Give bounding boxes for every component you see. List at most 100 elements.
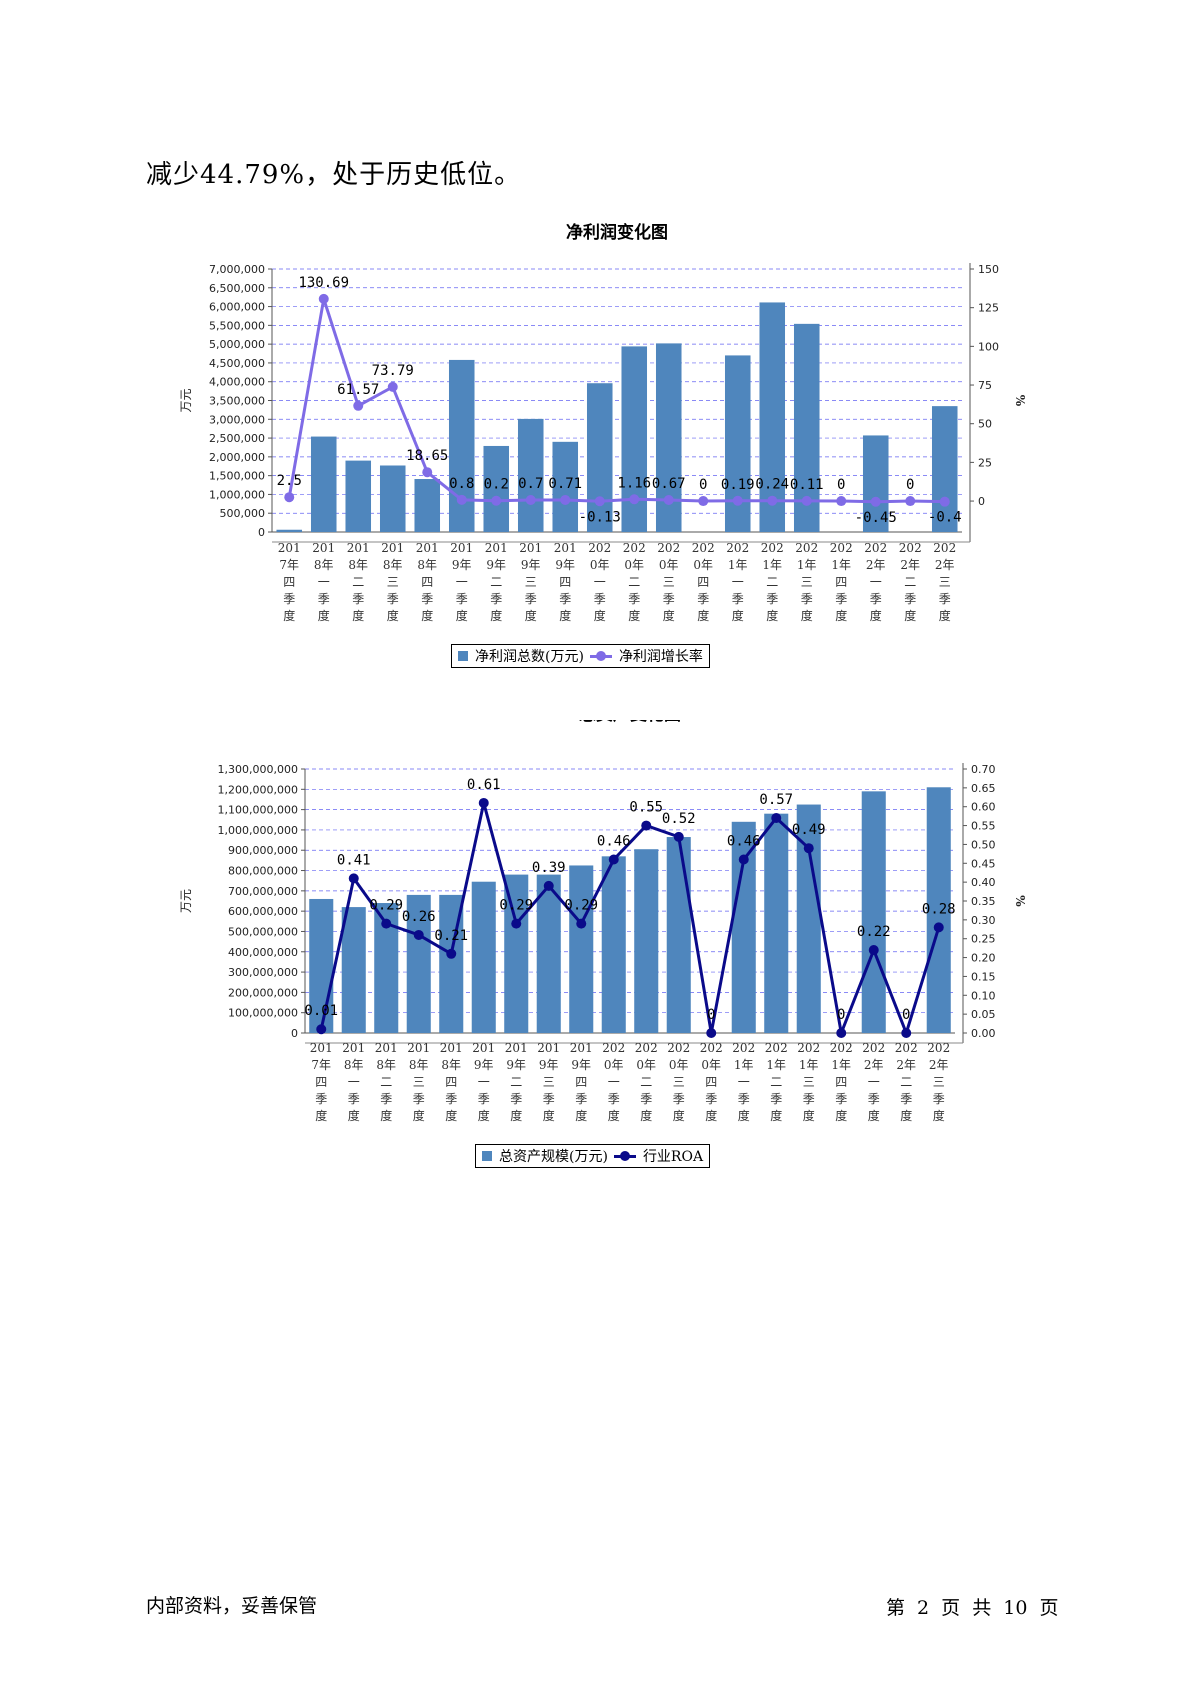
x-tick-label-line: 1年: [728, 558, 748, 572]
y-tick-label: 6,000,000: [209, 301, 265, 314]
x-tick-label-line: 0年: [669, 1058, 689, 1072]
x-tick-label-line: 三: [803, 1075, 815, 1089]
line-point: [836, 1028, 847, 1038]
y-tick-label: 2,500,000: [209, 432, 265, 445]
line-point: [381, 918, 392, 929]
data-label: 0.71: [548, 476, 582, 492]
y-tick-label: 4,000,000: [209, 376, 265, 389]
x-tick-label-line: 季: [525, 592, 537, 606]
x-tick-label-line: 四: [283, 575, 295, 589]
y2-tick-label: 0.70: [971, 763, 996, 776]
x-tick-label-line: 四: [445, 1075, 457, 1089]
x-tick-label-line: 季: [380, 1092, 392, 1106]
x-tick-label: 202 0年四季度: [692, 541, 715, 623]
x-tick-label-line: 度: [594, 608, 606, 623]
x-tick-label-line: 8年: [417, 558, 437, 572]
line-point: [933, 922, 944, 933]
x-tick-label-line: 度: [525, 608, 537, 623]
y2-tick-label: 0.45: [971, 857, 996, 870]
x-tick-label-line: 0年: [624, 558, 644, 572]
line-point: [284, 492, 295, 503]
x-tick-label-line: 季: [801, 592, 813, 606]
line-point: [663, 495, 674, 506]
x-tick-label-line: 二: [900, 1075, 912, 1089]
x-tick-label-line: 2年: [864, 1058, 884, 1072]
x-tick-label-line: 一: [594, 575, 606, 589]
x-tick-label-line: 季: [456, 592, 468, 606]
x-tick-label-line: 201: [347, 541, 370, 555]
x-tick-label-line: 二: [628, 575, 640, 589]
x-tick-label-line: 季: [732, 592, 744, 606]
x-tick-label-line: 9年: [486, 558, 506, 572]
x-tick-label-line: 一: [608, 1075, 620, 1089]
data-label: 0.41: [337, 852, 371, 868]
x-tick-label-line: 202: [732, 1041, 755, 1055]
x-tick-label: 202 1年一季度: [732, 1041, 755, 1123]
x-tick-label-line: 202: [657, 541, 680, 555]
y-tick-label: 5,500,000: [209, 319, 265, 332]
line-point: [478, 797, 489, 808]
x-tick-label-line: 二: [490, 575, 502, 589]
x-tick-label: 202 1年四季度: [830, 1041, 853, 1123]
line-point: [353, 400, 364, 411]
x-tick-label-line: 四: [697, 575, 709, 589]
x-tick-label-line: 季: [705, 1092, 717, 1106]
y-tick-label: 800,000,000: [228, 865, 298, 878]
x-tick-label-line: 8年: [344, 1058, 364, 1072]
x-tick-label-line: 季: [575, 1092, 587, 1106]
x-tick-label-line: 202: [899, 541, 922, 555]
x-tick-label-line: 9年: [555, 558, 575, 572]
y2-tick-label: 0.10: [971, 989, 996, 1002]
y-tick-label: 7,000,000: [209, 263, 265, 276]
data-label: -0.4: [928, 510, 962, 526]
x-tick-label-line: 202: [933, 541, 956, 555]
bar: [414, 479, 441, 532]
x-tick-label-line: 季: [421, 592, 433, 606]
y-tick-label: 500,000: [220, 507, 266, 520]
line-point: [771, 813, 782, 824]
x-tick-label-line: 季: [939, 592, 951, 606]
x-tick-label-line: 度: [939, 608, 951, 623]
x-tick-label-line: 度: [456, 608, 468, 623]
y-tick-label: 300,000,000: [228, 966, 298, 979]
data-label: -0.45: [855, 510, 897, 526]
bar: [341, 907, 366, 1033]
x-tick-label-line: 季: [770, 1092, 782, 1106]
x-tick-label: 202 1年一季度: [726, 541, 749, 623]
x-tick-label-line: 一: [456, 575, 468, 589]
data-label: 0.49: [792, 822, 826, 838]
x-tick-label: 201 8年一季度: [342, 1041, 365, 1123]
bar: [601, 856, 626, 1033]
line-point: [525, 494, 536, 505]
x-tick-label-line: 201: [440, 1041, 463, 1055]
y2-tick-label: 0.20: [971, 952, 996, 965]
x-tick-label-line: 季: [478, 1092, 490, 1106]
line-point: [870, 496, 881, 507]
y2-axis-title: %: [1013, 395, 1027, 407]
x-tick-label-line: 201: [485, 541, 508, 555]
bar: [666, 837, 691, 1033]
x-tick-label-line: 度: [283, 608, 295, 623]
bar: [552, 441, 579, 532]
x-tick-label-line: 7年: [311, 1058, 331, 1072]
bar: [861, 791, 886, 1033]
line-point: [422, 467, 433, 478]
bar: [862, 435, 889, 532]
data-label: 0.24: [755, 477, 789, 493]
data-label: 0: [906, 477, 914, 493]
x-tick-label-line: 三: [801, 575, 813, 589]
line-point: [318, 293, 329, 304]
chart-title: 净利润变化图: [566, 222, 668, 243]
x-tick-label-line: 度: [868, 1108, 880, 1123]
x-tick-label-line: 201: [505, 1041, 528, 1055]
x-tick-label-line: 202: [726, 541, 749, 555]
x-tick-label-line: 度: [315, 1108, 327, 1123]
net-profit-legend: 净利润总数(万元) 净利润增长率: [451, 644, 710, 668]
x-tick-label-line: 四: [835, 575, 847, 589]
y2-tick-label: 0.50: [971, 838, 996, 851]
data-label: 0.46: [597, 834, 631, 850]
data-label: 0.11: [790, 477, 824, 493]
x-tick-label: 201 8年三季度: [381, 541, 404, 623]
line-point: [560, 494, 571, 505]
data-label: 0.29: [564, 898, 598, 914]
